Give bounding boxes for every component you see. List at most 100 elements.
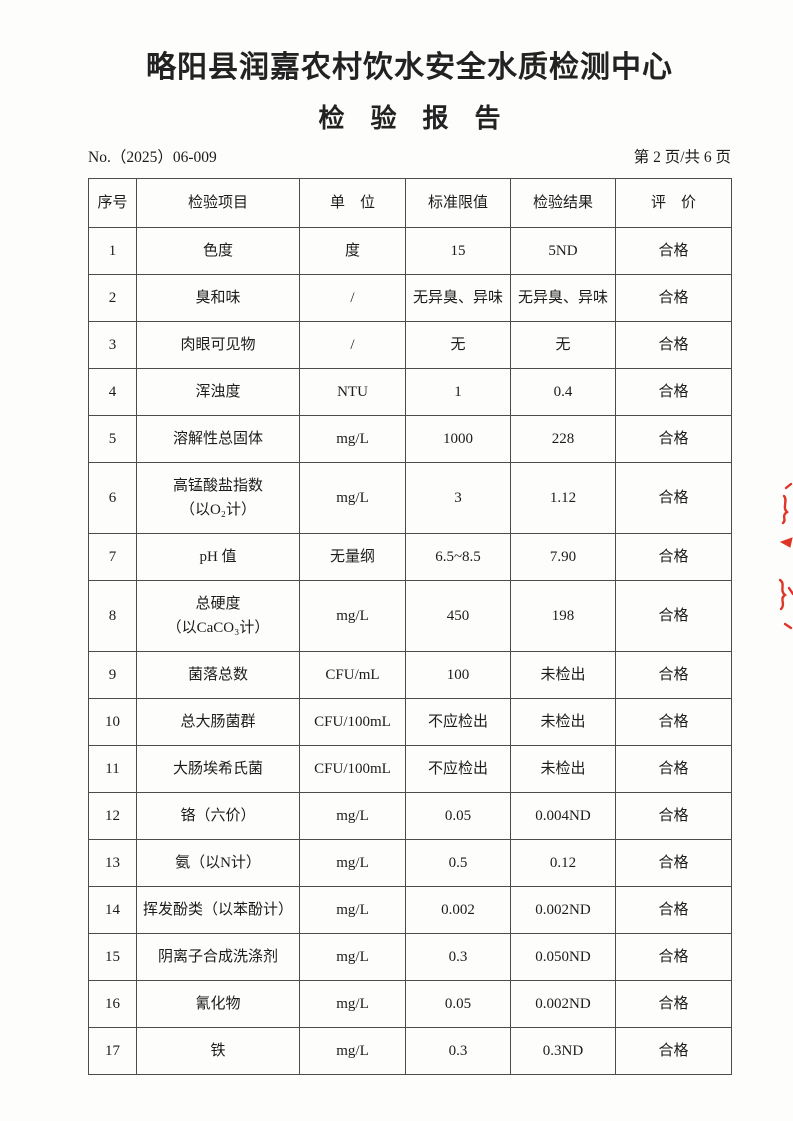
cell-unit: mg/L — [299, 1027, 406, 1075]
cell-test-result: 0.4 — [510, 368, 616, 416]
cell-evaluation: 合格 — [615, 368, 732, 416]
cell-standard-limit: 无 — [405, 321, 511, 369]
table-row: 11 大肠埃希氏菌 CFU/100mL 不应检出 未检出 合格 — [88, 745, 732, 793]
cell-test-result: 7.90 — [510, 533, 616, 581]
cell-unit: / — [299, 274, 406, 322]
cell-serial-number: 5 — [88, 415, 137, 463]
cell-test-item: 浑浊度 — [136, 368, 300, 416]
cell-standard-limit: 无异臭、异味 — [405, 274, 511, 322]
cell-evaluation: 合格 — [615, 580, 732, 652]
table-row: 14 挥发酚类（以苯酚计） mg/L 0.002 0.002ND 合格 — [88, 886, 732, 934]
cell-standard-limit: 450 — [405, 580, 511, 652]
cell-unit: mg/L — [299, 980, 406, 1028]
cell-unit: CFU/100mL — [299, 745, 406, 793]
cell-standard-limit: 不应检出 — [405, 745, 511, 793]
table-row: 4 浑浊度 NTU 1 0.4 合格 — [88, 368, 732, 416]
cell-test-result: 0.050ND — [510, 933, 616, 981]
cell-standard-limit: 100 — [405, 651, 511, 699]
table-row: 17 铁 mg/L 0.3 0.3ND 合格 — [88, 1027, 732, 1075]
cell-unit: NTU — [299, 368, 406, 416]
table-row: 12 铬（六价） mg/L 0.05 0.004ND 合格 — [88, 792, 732, 840]
table-row: 15 阴离子合成洗涤剂 mg/L 0.3 0.050ND 合格 — [88, 933, 732, 981]
table-row: 13 氨（以N计） mg/L 0.5 0.12 合格 — [88, 839, 732, 887]
cell-evaluation: 合格 — [615, 227, 732, 275]
cell-test-item: 氨（以N计） — [136, 839, 300, 887]
cell-serial-number: 11 — [88, 745, 137, 793]
cell-serial-number: 7 — [88, 533, 137, 581]
cell-standard-limit: 不应检出 — [405, 698, 511, 746]
table-row: 9 菌落总数 CFU/mL 100 未检出 合格 — [88, 651, 732, 699]
cell-unit: CFU/mL — [299, 651, 406, 699]
cell-unit: mg/L — [299, 415, 406, 463]
cell-evaluation: 合格 — [615, 462, 732, 534]
cell-serial-number: 3 — [88, 321, 137, 369]
cell-test-item: 菌落总数 — [136, 651, 300, 699]
cell-test-result: 无 — [510, 321, 616, 369]
cell-standard-limit: 6.5~8.5 — [405, 533, 511, 581]
cell-evaluation: 合格 — [615, 745, 732, 793]
cell-evaluation: 合格 — [615, 980, 732, 1028]
column-header-item: 检验项目 — [136, 178, 300, 228]
cell-evaluation: 合格 — [615, 792, 732, 840]
cell-serial-number: 16 — [88, 980, 137, 1028]
cell-evaluation: 合格 — [615, 839, 732, 887]
column-header-evaluation: 评 价 — [615, 178, 732, 228]
table-row: 1 色度 度 15 5ND 合格 — [88, 227, 732, 275]
table-row: 5 溶解性总固体 mg/L 1000 228 合格 — [88, 415, 732, 463]
cell-test-item: 氰化物 — [136, 980, 300, 1028]
column-header-result: 检验结果 — [510, 178, 616, 228]
cell-test-result: 228 — [510, 415, 616, 463]
cell-serial-number: 6 — [88, 462, 137, 534]
cell-evaluation: 合格 — [615, 321, 732, 369]
cell-standard-limit: 15 — [405, 227, 511, 275]
cell-serial-number: 15 — [88, 933, 137, 981]
cell-test-result: 1.12 — [510, 462, 616, 534]
cell-test-result: 未检出 — [510, 745, 616, 793]
table-header-row: 序号 检验项目 单 位 标准限值 检验结果 评 价 — [88, 178, 732, 228]
cell-test-item: 高锰酸盐指数 （以O₂计） — [136, 462, 300, 534]
page-indicator: 第 2 页/共 6 页 — [633, 149, 731, 166]
cell-evaluation: 合格 — [615, 415, 732, 463]
cell-unit: mg/L — [299, 792, 406, 840]
cell-test-item: 大肠埃希氏菌 — [136, 745, 300, 793]
table-row: 10 总大肠菌群 CFU/100mL 不应检出 未检出 合格 — [88, 698, 732, 746]
cell-test-item: 肉眼可见物 — [136, 321, 300, 369]
cell-evaluation: 合格 — [615, 933, 732, 981]
cell-standard-limit: 1 — [405, 368, 511, 416]
cell-test-item: 溶解性总固体 — [136, 415, 300, 463]
cell-unit: mg/L — [299, 462, 406, 534]
cell-test-result: 0.004ND — [510, 792, 616, 840]
cell-test-item: 色度 — [136, 227, 300, 275]
cell-serial-number: 13 — [88, 839, 137, 887]
cell-serial-number: 4 — [88, 368, 137, 416]
table-row: 7 pH 值 无量纲 6.5~8.5 7.90 合格 — [88, 533, 732, 581]
cell-test-item: 挥发酚类（以苯酚计） — [136, 886, 300, 934]
cell-standard-limit: 0.3 — [405, 1027, 511, 1075]
cell-unit: 度 — [299, 227, 406, 275]
cell-test-item: 总硬度 （以CaCO₃计） — [136, 580, 300, 652]
cell-standard-limit: 0.002 — [405, 886, 511, 934]
cell-unit: 无量纲 — [299, 533, 406, 581]
cell-serial-number: 2 — [88, 274, 137, 322]
table-row: 3 肉眼可见物 / 无 无 合格 — [88, 321, 732, 369]
column-header-no: 序号 — [88, 178, 137, 228]
report-subtitle: 检验报告 — [318, 103, 527, 133]
cell-unit: mg/L — [299, 839, 406, 887]
report-title: 略阳县润嘉农村饮水安全水质检测中心 — [146, 51, 673, 84]
cell-test-result: 无异臭、异味 — [510, 274, 616, 322]
cell-evaluation: 合格 — [615, 886, 732, 934]
cell-test-result: 0.3ND — [510, 1027, 616, 1075]
cell-serial-number: 17 — [88, 1027, 137, 1075]
cell-test-result: 未检出 — [510, 651, 616, 699]
column-header-limit: 标准限值 — [405, 178, 511, 228]
cell-unit: CFU/100mL — [299, 698, 406, 746]
cell-test-item: 臭和味 — [136, 274, 300, 322]
cell-serial-number: 8 — [88, 580, 137, 652]
cell-test-result: 未检出 — [510, 698, 616, 746]
cell-test-result: 0.002ND — [510, 980, 616, 1028]
cell-evaluation: 合格 — [615, 1027, 732, 1075]
cell-test-result: 0.002ND — [510, 886, 616, 934]
cell-test-item: 铁 — [136, 1027, 300, 1075]
cell-test-item: pH 值 — [136, 533, 300, 581]
